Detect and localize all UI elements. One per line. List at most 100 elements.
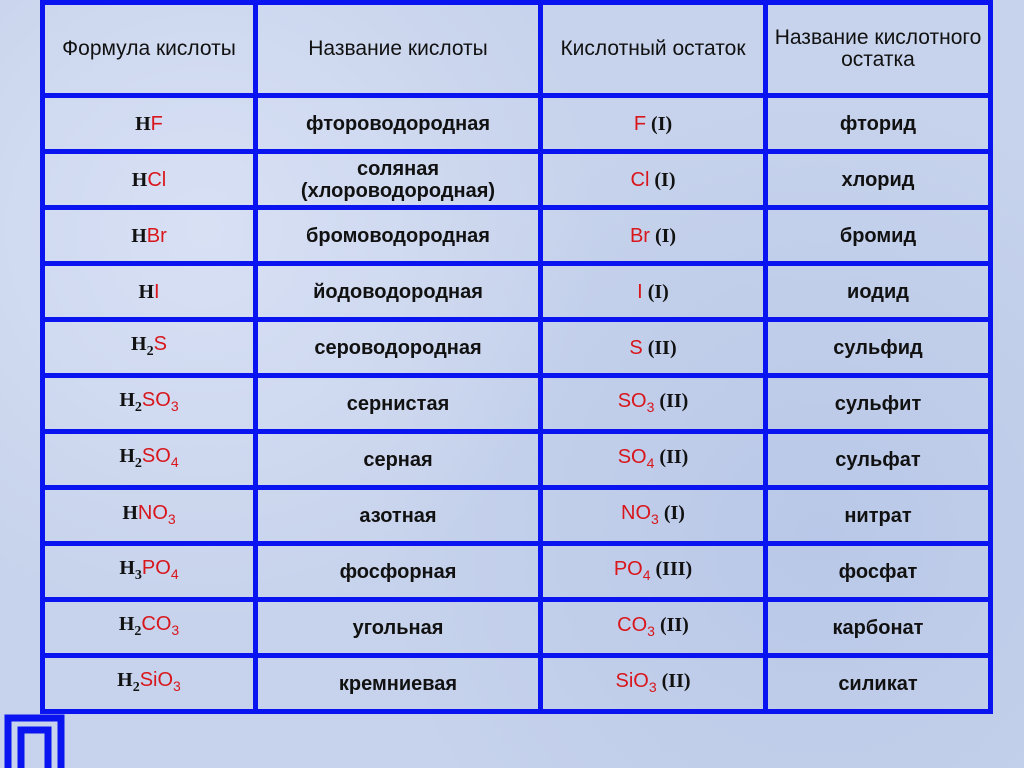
acid-residue: CO3 (II) — [538, 597, 768, 658]
formula-part: (I) — [646, 112, 673, 135]
formula-part: S — [629, 336, 643, 359]
formula-part: (I) — [658, 501, 685, 524]
acid-formula: HI — [40, 261, 258, 322]
table-row: H2CO3 угольная CO3 (II) карбонат — [40, 597, 993, 658]
formula-part: (I) — [642, 280, 669, 303]
formula-part: (II) — [654, 613, 689, 636]
cell-text: азотная — [359, 504, 437, 527]
formula-part: (II) — [654, 445, 689, 468]
header-cell: Название кислотного остатка — [763, 0, 993, 98]
formula-part: (II) — [642, 336, 677, 359]
formula-part: (II) — [654, 389, 689, 412]
acid-residue: NO3 (I) — [538, 485, 768, 546]
cell-text: соляная (хлороводородная) — [300, 157, 496, 202]
acid-table: Формула кислоты Название кислоты Кислотный… — [40, 0, 993, 714]
acid-name: йодоводородная — [253, 261, 543, 322]
formula-part: 4 — [170, 565, 179, 582]
formula-part: PO — [141, 556, 171, 579]
formula-part: (II) — [656, 669, 691, 692]
formula-part: H — [119, 556, 135, 579]
nav-icon — [4, 714, 65, 768]
formula-part: 4 — [642, 566, 651, 583]
acid-residue: SO4 (II) — [538, 429, 768, 490]
header-cell: Формула кислоты — [40, 0, 258, 98]
header-cell: Название кислоты — [253, 0, 543, 98]
formula-part: H — [131, 224, 147, 247]
formula-part: 4 — [646, 454, 655, 471]
acid-formula: HCl — [40, 149, 258, 210]
table-row: H2SO3 сернистая SO3 (II) сульфит — [40, 373, 993, 434]
acid-name: фосфорная — [253, 541, 543, 602]
formula-part: PO — [613, 557, 643, 580]
formula-part: (I) — [649, 224, 677, 247]
acid-formula: H2SiO3 — [40, 653, 258, 714]
formula-part: (III) — [650, 557, 693, 580]
acid-residue: PO4 (III) — [538, 541, 768, 602]
formula-part: 3 — [651, 510, 659, 527]
acid-residue: SO3 (II) — [538, 373, 768, 434]
residue-name: хлорид — [763, 149, 993, 210]
table-row: H2SiO3 кремниевая SiO3 (II) силикат — [40, 653, 993, 714]
formula-part: H — [117, 668, 133, 691]
formula-part: H — [119, 388, 135, 411]
acid-formula: H2SO3 — [40, 373, 258, 434]
acid-name: фтороводородная — [253, 93, 543, 154]
acid-name: серная — [253, 429, 543, 490]
acid-name: бромоводородная — [253, 205, 543, 266]
formula-part: SO — [141, 444, 171, 467]
cell-text: йодоводородная — [313, 280, 483, 303]
formula-part: F — [633, 112, 647, 135]
acid-residue: SiO3 (II) — [538, 653, 768, 714]
formula-part: SO — [617, 445, 647, 468]
formula-part: I — [154, 280, 160, 303]
formula-part: 3 — [167, 510, 176, 527]
formula-part: H — [138, 280, 154, 303]
formula-part: Cl — [630, 168, 650, 191]
cell-text: угольная — [352, 616, 444, 639]
acid-formula: HBr — [40, 205, 258, 266]
cell-text: фтороводородная — [305, 112, 491, 135]
header-cell: Кислотный остаток — [538, 0, 768, 98]
formula-part: F — [150, 112, 163, 135]
formula-part: 3 — [134, 567, 142, 583]
acid-name: кремниевая — [253, 653, 543, 714]
formula-part: 2 — [146, 343, 154, 359]
acid-name: угольная — [253, 597, 543, 658]
table-row: HI йодоводородная I (I) иодид — [40, 261, 993, 322]
residue-name: сульфит — [763, 373, 993, 434]
formula-part: 2 — [132, 679, 140, 695]
formula-part: 3 — [171, 621, 180, 638]
formula-part: CO — [141, 612, 172, 635]
acid-formula: HNO3 — [40, 485, 258, 546]
cell-text: серная — [363, 448, 433, 471]
table-row: HCl соляная (хлороводородная) Cl (I) хлорид — [40, 149, 993, 210]
residue-name: сульфат — [763, 429, 993, 490]
formula-part: H — [122, 501, 138, 524]
cell-text: сероводородная — [314, 336, 482, 359]
acid-residue: I (I) — [538, 261, 768, 322]
residue-name: фосфат — [763, 541, 993, 602]
formula-part: NO — [621, 501, 652, 524]
cell-text: сернистая — [346, 392, 450, 415]
formula-part: 3 — [173, 677, 181, 694]
acid-formula: H2CO3 — [40, 597, 258, 658]
table-row: HF фтороводородная F (I) фторид — [40, 93, 993, 154]
cell-text: фосфорная — [339, 560, 457, 583]
residue-name: иодид — [763, 261, 993, 322]
acid-name: сероводородная — [253, 317, 543, 378]
formula-part: Br — [146, 224, 167, 247]
acid-residue: S (II) — [538, 317, 768, 378]
residue-name: нитрат — [763, 485, 993, 546]
acid-formula: H3PO4 — [40, 541, 258, 602]
acid-formula: HF — [40, 93, 258, 154]
formula-part: CO — [617, 613, 648, 636]
residue-name: бромид — [763, 205, 993, 266]
formula-part: H — [118, 612, 135, 635]
residue-name: карбонат — [763, 597, 993, 658]
table-row: H2SO4 серная SO4 (II) сульфат — [40, 429, 993, 490]
formula-part: 3 — [170, 397, 179, 414]
header-row: Формула кислоты Название кислоты Кислотный… — [40, 0, 993, 98]
cell-text: бромоводородная — [306, 224, 490, 247]
formula-part: SO — [617, 389, 647, 412]
formula-part: SiO — [615, 669, 649, 692]
